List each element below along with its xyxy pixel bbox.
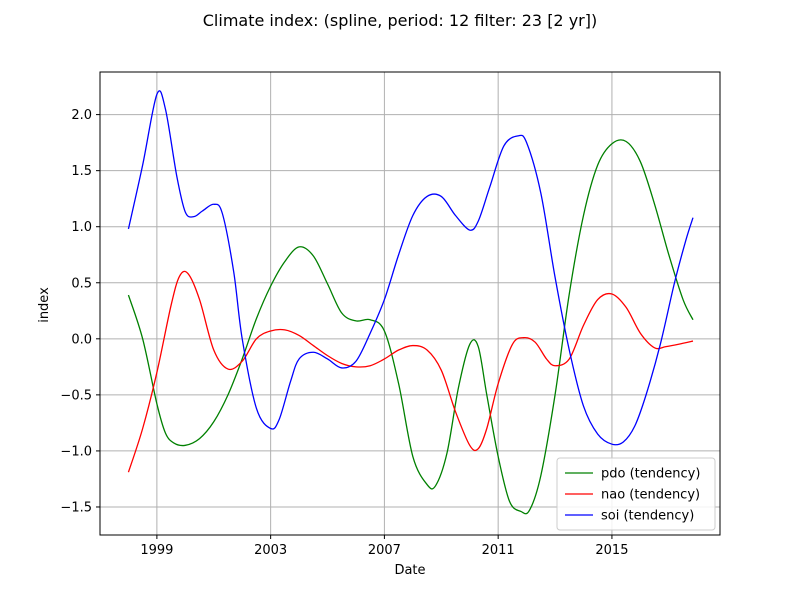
y-tick-label-4: 0.5 <box>71 276 92 291</box>
y-tick-label-7: 2.0 <box>71 108 92 123</box>
x-axis-label: Date <box>394 563 425 578</box>
y-tick-label-2: −0.5 <box>60 388 92 403</box>
x-tick-label-2003: 2003 <box>254 543 287 558</box>
x-tick-label-2015: 2015 <box>595 543 628 558</box>
legend-box <box>556 457 716 531</box>
legend-label-soi: soi (tendency) <box>601 509 694 524</box>
y-tick-label-0: −1.5 <box>60 500 92 515</box>
series-line-nao <box>127 270 694 473</box>
x-tick-label-2011: 2011 <box>482 543 515 558</box>
legend: pdo (tendency) nao (tendency) soi (tendenc… <box>556 457 716 531</box>
legend-label-pdo: pdo (tendency) <box>601 467 700 482</box>
y-tick-label-1: −1.0 <box>60 444 92 459</box>
series-line-pdo <box>127 139 694 515</box>
axes-frame <box>99 71 721 536</box>
y-tick-label-5: 1.0 <box>71 220 92 235</box>
x-tick-label-2007: 2007 <box>368 543 401 558</box>
chart-title: Climate index: (spline, period: 12 filte… <box>203 11 597 30</box>
plot-area: 1999 2003 2007 2011 2015 −1.5 −1.0 −0.5 0.0 0.5 1.… <box>60 71 721 558</box>
y-tick-label-6: 1.5 <box>71 164 92 179</box>
y-tick-label-3: 0.0 <box>71 332 92 347</box>
legend-label-nao: nao (tendency) <box>601 488 700 503</box>
series-line-soi <box>127 90 694 446</box>
x-tick-label-1999: 1999 <box>140 543 173 558</box>
y-axis-label: index <box>37 287 52 323</box>
